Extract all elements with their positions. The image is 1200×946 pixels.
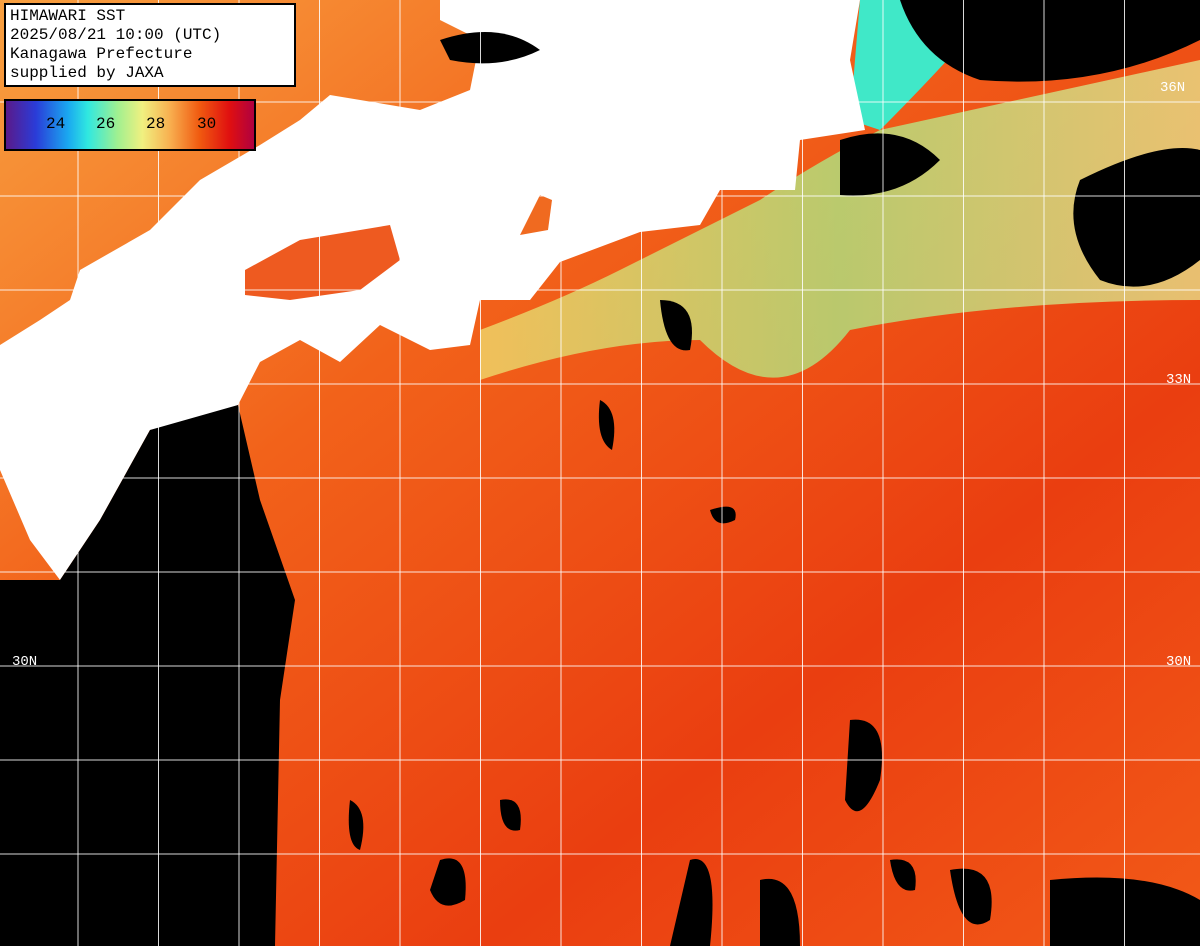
island-sea xyxy=(245,225,400,300)
scale-label: 30 xyxy=(197,115,217,133)
latitude-label: 33N xyxy=(1166,372,1192,388)
latitude-label: 36N xyxy=(1160,80,1186,96)
no-data xyxy=(0,405,295,946)
bay xyxy=(520,195,552,235)
latitude-label: 33N xyxy=(12,372,38,388)
scale-label: 26 xyxy=(96,115,116,133)
info-line: HIMAWARI SST xyxy=(10,7,126,25)
scale-label: 24 xyxy=(46,115,66,133)
latitude-label: 30N xyxy=(1166,654,1192,670)
info-box: HIMAWARI SST 2025/08/21 10:00 (UTC) Kana… xyxy=(4,3,296,87)
info-line: supplied by JAXA xyxy=(10,64,164,82)
color-scale: 24 26 28 30 xyxy=(4,99,256,151)
info-line: 2025/08/21 10:00 (UTC) xyxy=(10,26,222,44)
latitude-label: 30N xyxy=(12,654,38,670)
info-line: Kanagawa Prefecture xyxy=(10,45,193,63)
scale-label: 28 xyxy=(146,115,166,133)
